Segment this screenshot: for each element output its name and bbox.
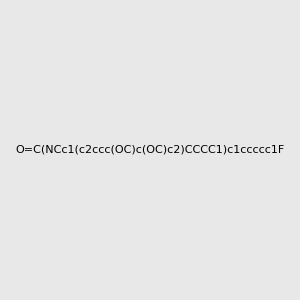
Text: O=C(NCc1(c2ccc(OC)c(OC)c2)CCCC1)c1ccccc1F: O=C(NCc1(c2ccc(OC)c(OC)c2)CCCC1)c1ccccc1…	[15, 145, 285, 155]
